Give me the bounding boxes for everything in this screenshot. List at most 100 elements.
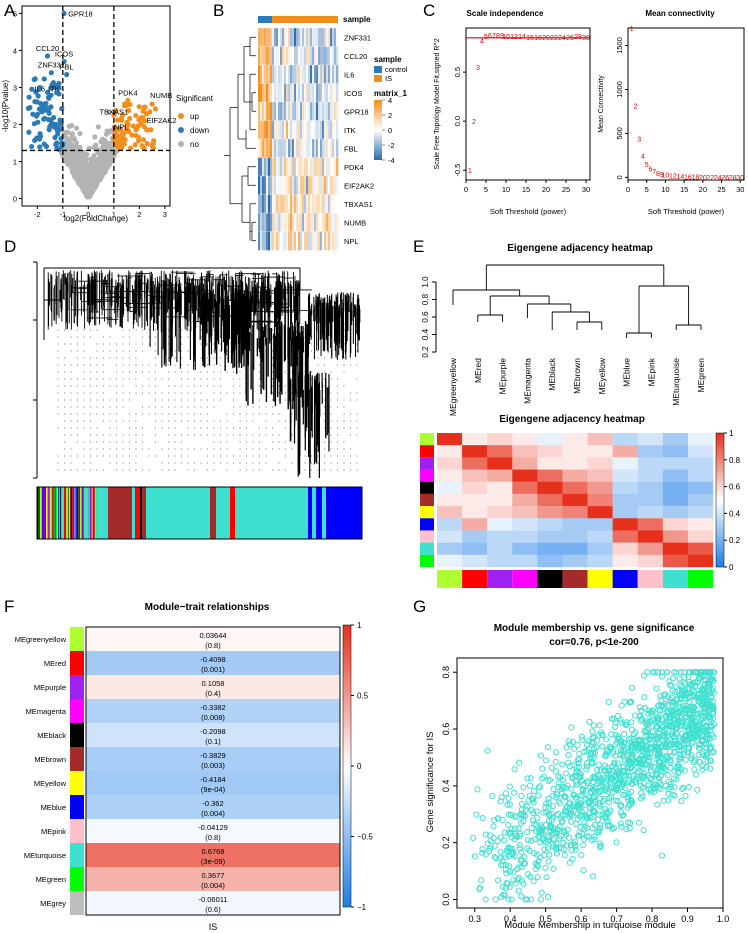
heatmap-cell — [260, 46, 263, 66]
g-point — [682, 756, 689, 763]
e2-cell — [512, 554, 538, 568]
heatmap-cell — [270, 65, 273, 84]
volcano-point-down — [37, 131, 43, 137]
e2-cell — [437, 506, 463, 519]
f-module-color — [70, 723, 84, 747]
d-leaf-dot — [187, 371, 189, 373]
heatmap-cell — [336, 102, 339, 121]
d-leaf-dot — [167, 448, 170, 450]
d-leaf-dot — [167, 441, 170, 443]
heatmap-cell — [300, 65, 303, 84]
g-point — [580, 841, 587, 849]
d-leaf-dot — [161, 462, 163, 464]
d-leaf-dot — [141, 392, 144, 394]
d-leaf-dot — [200, 336, 202, 338]
heatmap-cell — [310, 102, 313, 121]
d-leaf-dot — [167, 413, 170, 415]
heatmap-cell — [294, 157, 297, 177]
d-leaf-dot — [70, 371, 72, 373]
e2-cell — [587, 445, 613, 458]
d-leaf-dot — [57, 399, 59, 401]
d-leaf-dot — [135, 392, 137, 394]
volcano-point — [93, 142, 99, 148]
d-leaf-dot — [76, 343, 79, 345]
d-leaf-dot — [128, 343, 131, 345]
heatmap-cell — [290, 176, 293, 195]
heatmap-row-labels: ZNF331CCL20IL6ICOSGPR18ITKFBLPDK4EIF2AK2… — [344, 33, 374, 246]
g-point — [623, 826, 630, 833]
d-leaf-dot — [226, 427, 228, 429]
d-leaf-dot — [141, 448, 144, 450]
matrix-legend-title: matrix_1 — [374, 89, 407, 98]
g-point — [679, 785, 686, 793]
f-module-color — [70, 651, 84, 675]
g-point — [610, 824, 617, 832]
volcano-point-up — [129, 132, 135, 138]
g-point — [503, 870, 510, 877]
d-module-stripe — [59, 487, 60, 539]
matrix-colorbar-label: 2 — [388, 111, 392, 120]
e2-col-color — [637, 570, 663, 588]
d-leaf-dot — [167, 427, 170, 429]
e2-cell — [462, 493, 488, 507]
d-leaf-dot — [213, 329, 215, 331]
heatmap-cell — [332, 157, 335, 177]
heatmap-cell — [270, 83, 273, 103]
volcano-point-down — [29, 86, 35, 92]
heatmap-cell — [260, 139, 263, 158]
d-leaf-dot — [96, 385, 98, 387]
volcano-point-up — [152, 106, 159, 112]
g-point — [556, 800, 563, 807]
heatmap-cell — [298, 176, 301, 195]
volcano-point-labeled — [44, 53, 51, 59]
g-point — [678, 798, 685, 805]
d-module-segment — [40, 487, 42, 539]
d-leaf-dot — [356, 413, 358, 415]
panel-label-f: F — [4, 597, 14, 616]
volcano-point — [73, 151, 79, 158]
volcano-point-down — [29, 143, 35, 150]
d-leaf-dot — [89, 406, 92, 408]
g-point — [589, 873, 597, 880]
d-leaf-dot — [200, 427, 202, 429]
g-point — [579, 736, 586, 743]
d-leaf-dot — [356, 427, 358, 429]
heatmap-cell — [326, 120, 329, 140]
d-leaf-dot — [154, 371, 157, 373]
d-leaf-dot — [128, 357, 131, 359]
d-module-segment — [146, 487, 210, 539]
e2-cell — [612, 433, 638, 446]
d-leaf-dot — [330, 420, 332, 422]
e2-colorbar-label: 0.4 — [729, 509, 741, 518]
d-leaf-dot — [187, 469, 189, 471]
heatmap-cell — [266, 83, 269, 103]
heatmap-cell — [266, 213, 269, 232]
g-point — [693, 771, 700, 778]
heatmap-cell — [266, 28, 269, 47]
d-leaf-dot — [115, 427, 118, 429]
heatmap-cell — [268, 213, 271, 232]
heatmap-cell — [298, 157, 301, 177]
heatmap-cell — [312, 157, 315, 177]
power-point-label: 20 — [699, 175, 707, 182]
f-colorbar-label: −1 — [357, 903, 367, 912]
d-leaf-dot — [89, 378, 92, 380]
d-leaf-dot — [271, 385, 274, 387]
heatmap-cell — [264, 231, 267, 251]
power-xtick-label: 15 — [522, 185, 530, 194]
g-point — [601, 805, 608, 813]
d-module-stripe — [81, 487, 83, 539]
d-leaf-dot — [226, 434, 228, 436]
heatmap-cell — [270, 194, 273, 214]
volcano-point — [104, 153, 110, 159]
g-point — [578, 851, 585, 859]
f-module-color — [70, 891, 84, 915]
d-leaf-dot — [258, 434, 261, 436]
g-point — [506, 868, 514, 875]
d-leaf-dot — [57, 343, 59, 345]
d-leaf-dot — [330, 399, 332, 401]
d-leaf-dot — [213, 350, 215, 352]
heatmap-cell — [280, 28, 283, 47]
heatmap-cell — [328, 120, 331, 140]
